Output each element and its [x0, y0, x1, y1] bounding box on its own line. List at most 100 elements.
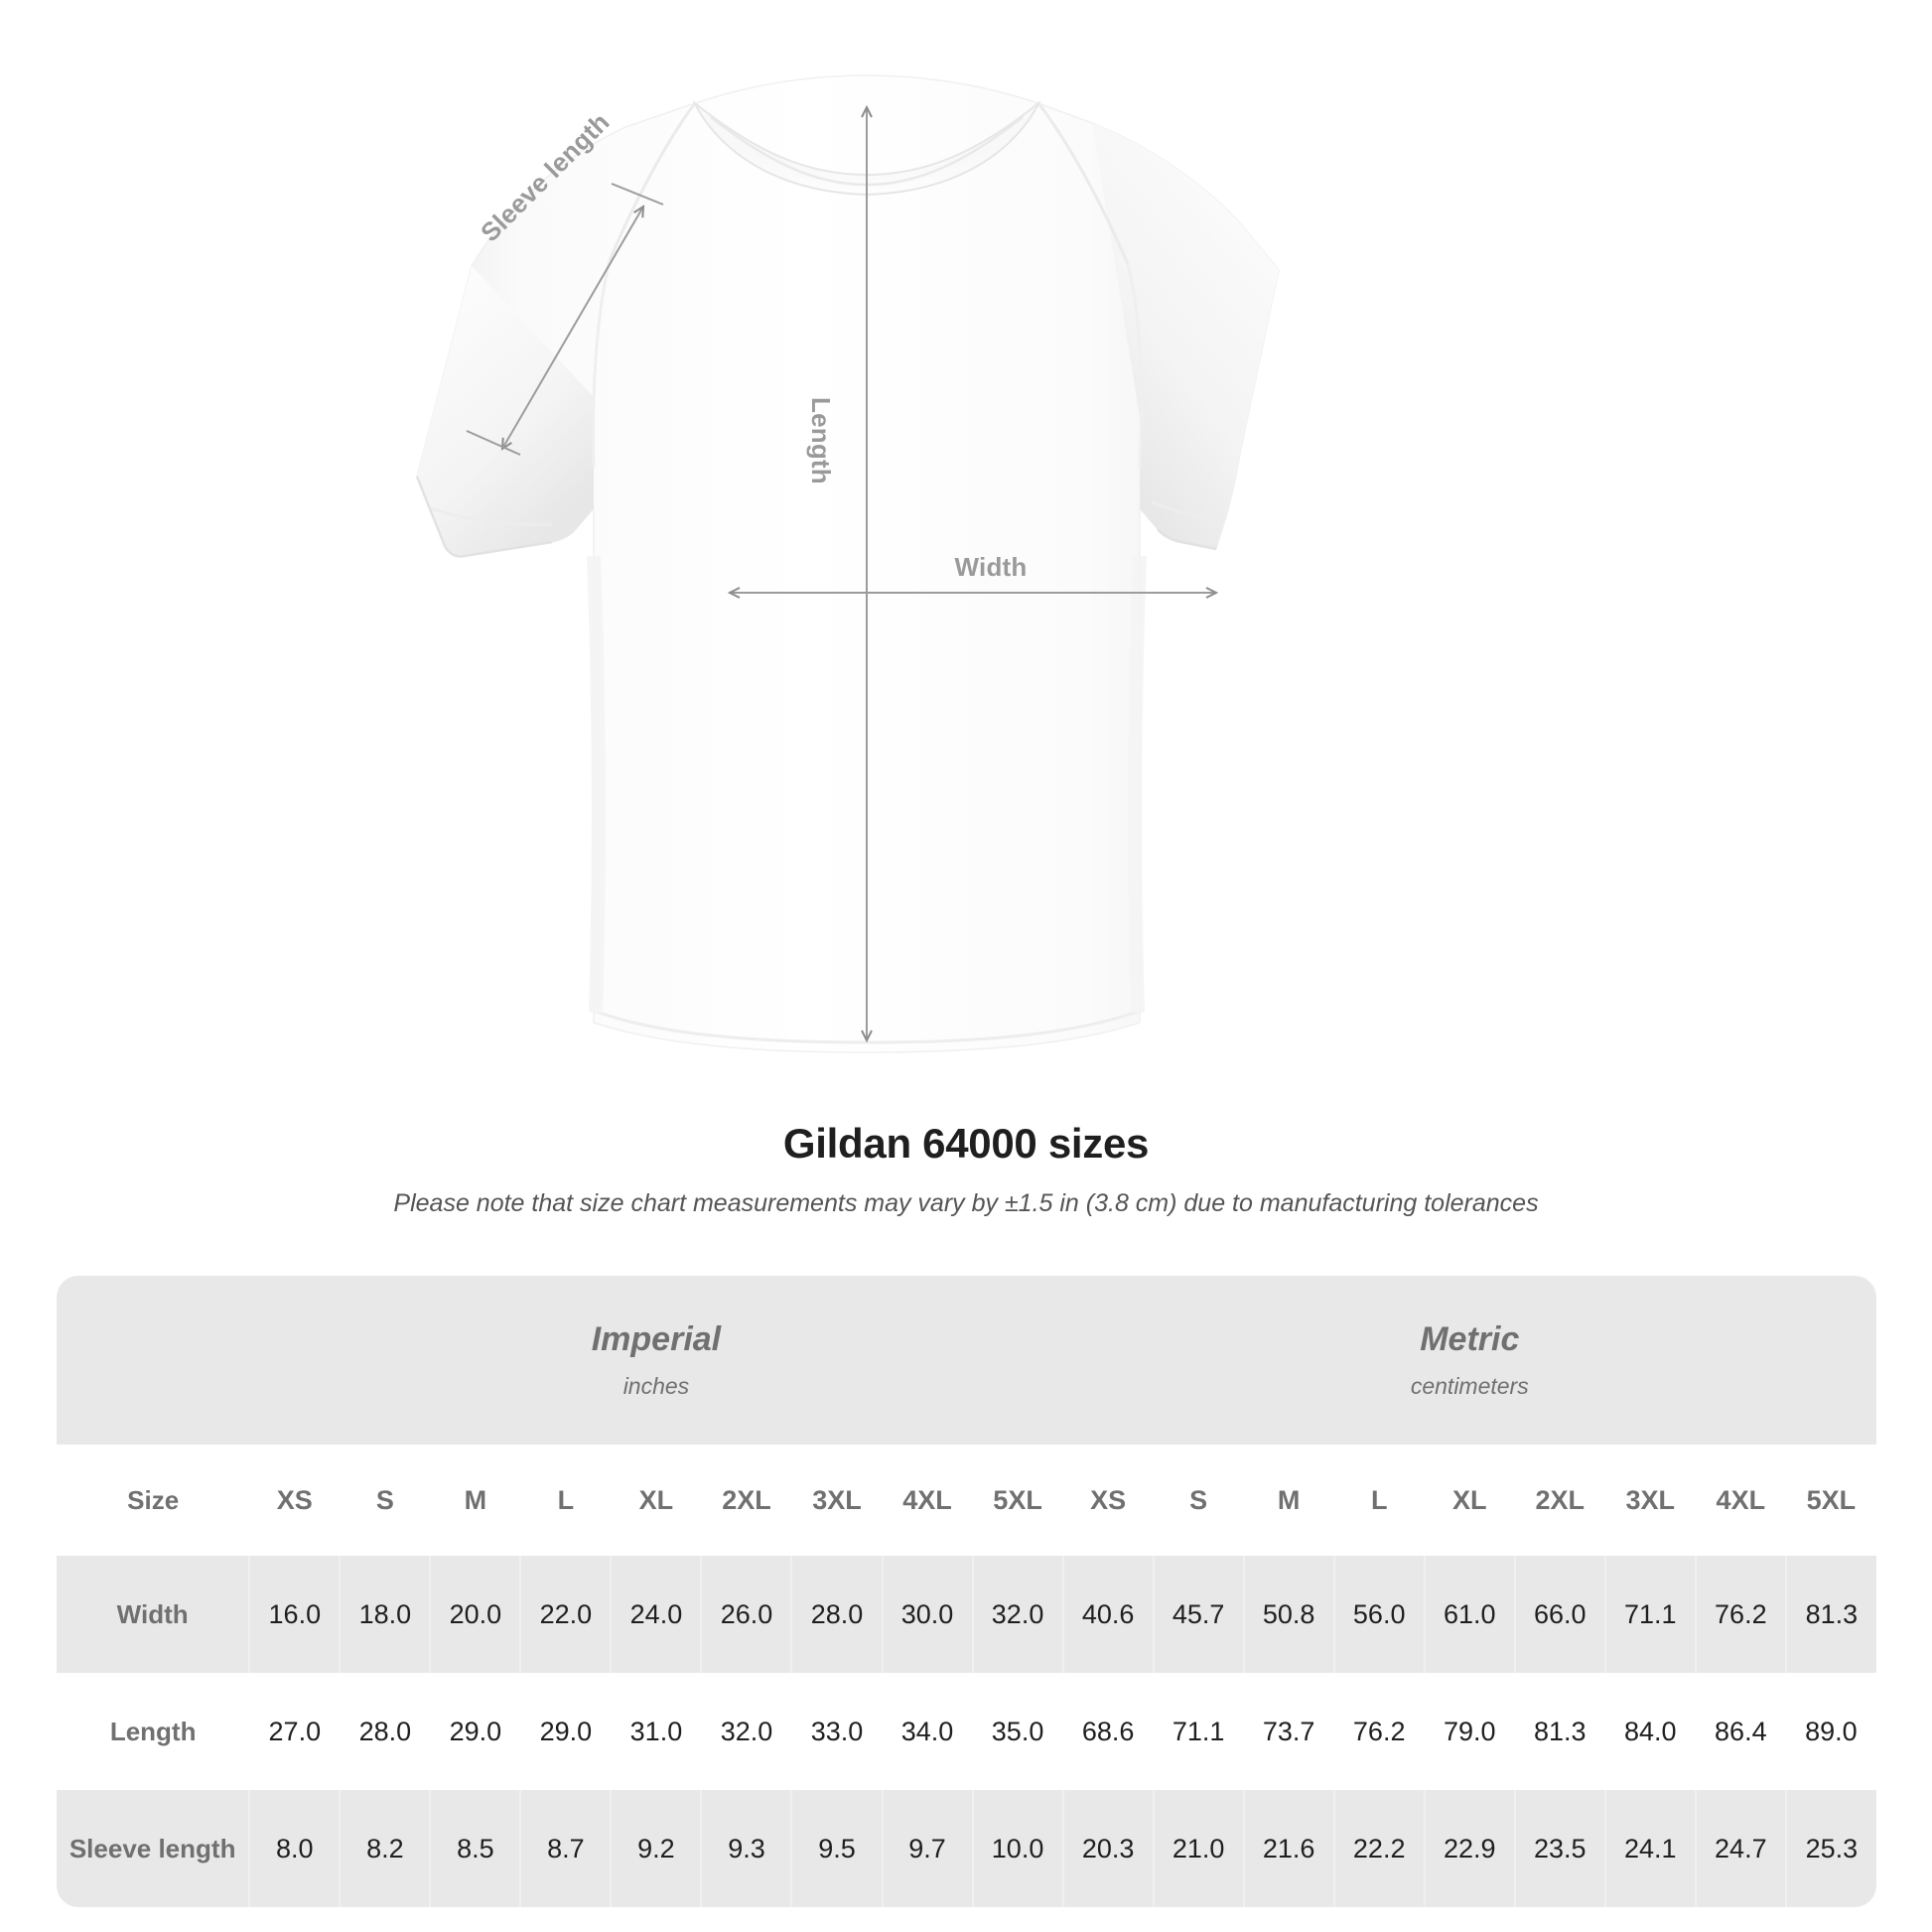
- length-imperial-m: 29.0: [430, 1673, 521, 1790]
- width-imperial-5xl: 32.0: [971, 1556, 1063, 1673]
- length-imperial-4xl: 34.0: [882, 1673, 973, 1790]
- size-header-row: Size XS S M L XL 2XL 3XL 4XL 5XL XS S M …: [57, 1445, 1876, 1556]
- size-header-metric-xs: XS: [1062, 1445, 1154, 1556]
- unit-group-imperial: Imperial inches: [249, 1276, 1063, 1445]
- length-imperial-3xl: 33.0: [791, 1673, 883, 1790]
- size-header-metric-s: S: [1153, 1445, 1244, 1556]
- size-header-metric-2xl: 2XL: [1514, 1445, 1605, 1556]
- length-imperial-s: 28.0: [340, 1673, 431, 1790]
- length-metric-4xl: 86.4: [1695, 1673, 1786, 1790]
- tshirt-illustration: [415, 74, 1280, 1053]
- sleeve-tick-top: [611, 183, 664, 206]
- sleeve-metric-xs: 20.3: [1061, 1790, 1154, 1907]
- length-imperial-2xl: 32.0: [701, 1673, 792, 1790]
- length-metric-5xl: 89.0: [1785, 1673, 1876, 1790]
- unit-imperial-sub: inches: [622, 1373, 690, 1399]
- length-metric-s: 71.1: [1153, 1673, 1244, 1790]
- size-header-imperial-2xl: 2XL: [701, 1445, 792, 1556]
- sleeve-metric-2xl: 23.5: [1513, 1790, 1605, 1907]
- width-imperial-xs: 16.0: [248, 1556, 341, 1673]
- length-imperial-xl: 31.0: [611, 1673, 702, 1790]
- sleeve-metric-xl: 22.9: [1423, 1790, 1515, 1907]
- sleeve-metric-5xl: 25.3: [1784, 1790, 1876, 1907]
- width-metric-5xl: 81.3: [1784, 1556, 1876, 1673]
- sleeve-imperial-5xl: 10.0: [971, 1790, 1063, 1907]
- size-header-metric-l: L: [1333, 1445, 1425, 1556]
- row-label-length: Length: [57, 1673, 250, 1790]
- sleeve-imperial-m: 8.5: [429, 1790, 521, 1907]
- width-imperial-4xl: 30.0: [881, 1556, 973, 1673]
- length-dimension-label: Length: [806, 397, 836, 484]
- size-header-imperial-xl: XL: [611, 1445, 702, 1556]
- tolerance-note: Please note that size chart measurements…: [393, 1189, 1539, 1217]
- length-metric-xs: 68.6: [1062, 1673, 1154, 1790]
- length-metric-l: 76.2: [1333, 1673, 1425, 1790]
- size-header-imperial-5xl: 5XL: [972, 1445, 1063, 1556]
- length-imperial-l: 29.0: [520, 1673, 612, 1790]
- width-imperial-2xl: 26.0: [700, 1556, 792, 1673]
- unit-metric-sub: centimeters: [1410, 1373, 1529, 1399]
- sleeve-metric-l: 22.2: [1332, 1790, 1425, 1907]
- page-title: Gildan 64000 sizes: [782, 1120, 1150, 1167]
- length-imperial-xs: 27.0: [249, 1673, 341, 1790]
- width-dimension-label: Width: [954, 552, 1028, 582]
- width-metric-xs: 40.6: [1061, 1556, 1154, 1673]
- length-metric-2xl: 81.3: [1514, 1673, 1605, 1790]
- size-header-metric-xl: XL: [1424, 1445, 1515, 1556]
- length-metric-m: 73.7: [1243, 1673, 1334, 1790]
- sleeve-imperial-s: 8.2: [339, 1790, 431, 1907]
- sleeve-metric-m: 21.6: [1242, 1790, 1334, 1907]
- size-header-metric-5xl: 5XL: [1785, 1445, 1876, 1556]
- measurement-guides: [466, 107, 1216, 1040]
- unit-group-metric: Metric centimeters: [1062, 1276, 1876, 1445]
- table-row-length: Length 27.0 28.0 29.0 29.0 31.0 32.0 33.…: [57, 1673, 1876, 1790]
- sleeve-imperial-4xl: 9.7: [881, 1790, 973, 1907]
- sleeve-imperial-xs: 8.0: [248, 1790, 341, 1907]
- table-row-width: Width 16.0 18.0 20.0 22.0 24.0 26.0 28.0…: [57, 1556, 1876, 1673]
- sleeve-length-arrow: [502, 207, 643, 449]
- sleeve-imperial-xl: 9.2: [610, 1790, 702, 1907]
- size-header-label: Size: [57, 1445, 250, 1556]
- size-header-imperial-xs: XS: [249, 1445, 341, 1556]
- width-metric-xl: 61.0: [1423, 1556, 1515, 1673]
- size-header-metric-4xl: 4XL: [1695, 1445, 1786, 1556]
- sleeve-metric-s: 21.0: [1152, 1790, 1244, 1907]
- unit-banner-spacer: [57, 1276, 250, 1445]
- tshirt-diagram: Width Length Sleeve length: [415, 74, 1280, 1053]
- row-label-width: Width: [57, 1556, 250, 1673]
- width-imperial-xl: 24.0: [610, 1556, 702, 1673]
- width-imperial-3xl: 28.0: [790, 1556, 883, 1673]
- length-metric-3xl: 84.0: [1604, 1673, 1696, 1790]
- unit-imperial-name: Imperial: [591, 1320, 722, 1358]
- sleeve-imperial-2xl: 9.3: [700, 1790, 792, 1907]
- length-metric-xl: 79.0: [1424, 1673, 1515, 1790]
- size-header-imperial-m: M: [430, 1445, 521, 1556]
- size-header-imperial-3xl: 3XL: [791, 1445, 883, 1556]
- width-imperial-m: 20.0: [429, 1556, 521, 1673]
- length-imperial-5xl: 35.0: [972, 1673, 1063, 1790]
- width-metric-2xl: 66.0: [1513, 1556, 1605, 1673]
- width-metric-m: 50.8: [1242, 1556, 1334, 1673]
- size-header-imperial-4xl: 4XL: [882, 1445, 973, 1556]
- size-chart-table-wrapper: Imperial inches Metric centimeters Size …: [57, 1276, 1876, 1907]
- size-header-imperial-l: L: [520, 1445, 612, 1556]
- size-header-imperial-s: S: [340, 1445, 431, 1556]
- sleeve-imperial-3xl: 9.5: [790, 1790, 883, 1907]
- row-label-sleeve-length: Sleeve length: [57, 1790, 250, 1907]
- sleeve-metric-3xl: 24.1: [1603, 1790, 1696, 1907]
- chart-heading: Gildan 64000 sizes Please note that size…: [0, 1120, 1932, 1218]
- width-imperial-s: 18.0: [339, 1556, 431, 1673]
- table-row-sleeve-length: Sleeve length 8.0 8.2 8.5 8.7 9.2 9.3 9.…: [57, 1790, 1876, 1907]
- size-chart-table: Imperial inches Metric centimeters Size …: [57, 1276, 1876, 1907]
- unit-metric-name: Metric: [1420, 1320, 1520, 1358]
- size-header-metric-3xl: 3XL: [1604, 1445, 1696, 1556]
- sleeve-tick-bottom: [466, 430, 521, 456]
- width-metric-4xl: 76.2: [1694, 1556, 1786, 1673]
- sleeve-imperial-l: 8.7: [519, 1790, 612, 1907]
- unit-banner-row: Imperial inches Metric centimeters: [57, 1276, 1876, 1445]
- width-metric-s: 45.7: [1152, 1556, 1244, 1673]
- width-metric-l: 56.0: [1332, 1556, 1425, 1673]
- size-header-metric-m: M: [1243, 1445, 1334, 1556]
- width-imperial-l: 22.0: [519, 1556, 612, 1673]
